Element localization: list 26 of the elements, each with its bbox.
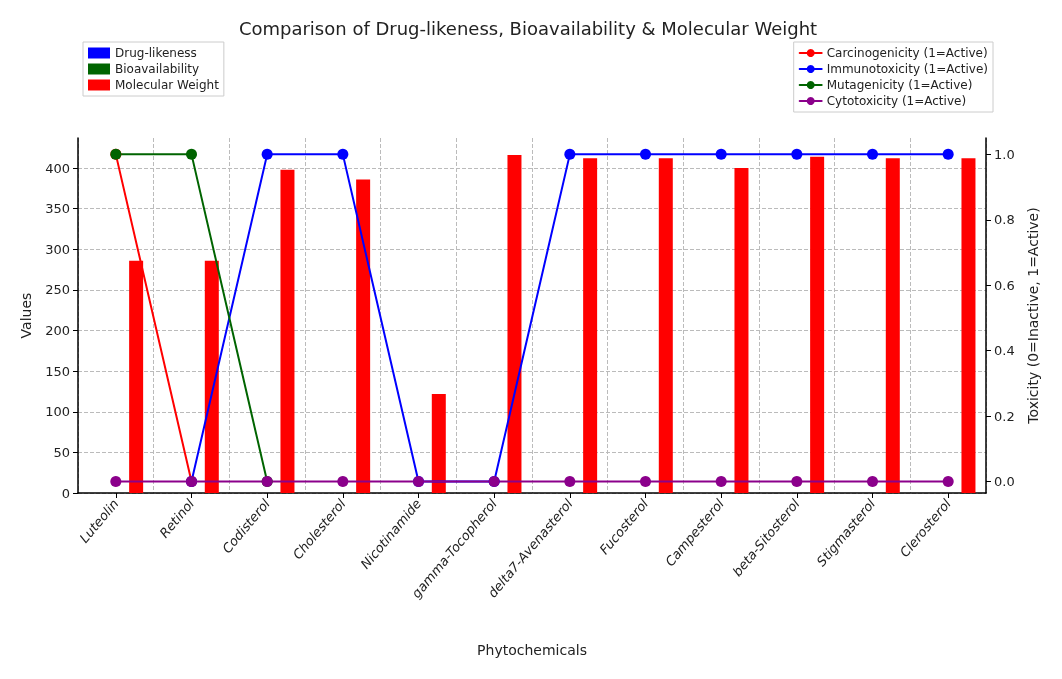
legend-label: Drug-likeness <box>115 46 197 60</box>
y2-tick-label: 0.6 <box>994 277 1015 293</box>
y2-tick-label: 0.2 <box>994 408 1015 424</box>
y2-axis-title: Toxicity (0=Inactive, 1=Active) <box>1025 207 1041 425</box>
legend-label: Immunotoxicity (1=Active) <box>826 62 988 76</box>
y-tick-label: 150 <box>45 363 70 379</box>
x-axis-title: Phytochemicals <box>477 642 587 658</box>
y2-tick-label: 0.8 <box>994 212 1015 228</box>
legend-label: Molecular Weight <box>115 78 220 92</box>
y-tick-label: 250 <box>45 282 70 298</box>
y2-tick-label: 0.0 <box>994 474 1015 490</box>
chart-title: Comparison of Drug-likeness, Bioavailability & Molecular Weight <box>238 17 818 39</box>
y-tick-label: 100 <box>45 404 70 420</box>
y-tick-label: 400 <box>45 160 70 176</box>
y2-tick-label: 0.4 <box>994 343 1015 359</box>
y-tick-label: 50 <box>53 444 70 460</box>
legend-label: Cytotoxicity (1=Active) <box>826 94 967 108</box>
legend-label: Carcinogenicity (1=Active) <box>826 46 988 60</box>
y-axis-title: Values <box>18 292 34 339</box>
y2-tick-label: 1.0 <box>994 146 1015 162</box>
y-tick-label: 300 <box>45 241 70 257</box>
y-tick-label: 350 <box>45 201 70 217</box>
y-tick-label: 200 <box>45 323 70 339</box>
legend-label: Mutagenicity (1=Active) <box>826 78 973 92</box>
y-tick-label: 0 <box>61 485 70 501</box>
legend-label: Bioavailability <box>115 62 200 76</box>
